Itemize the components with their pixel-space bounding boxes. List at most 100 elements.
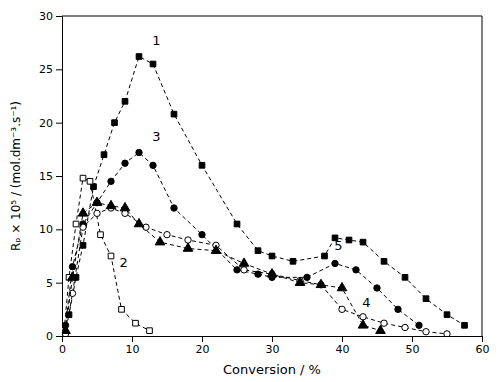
tick: 30 <box>266 336 280 356</box>
point <box>98 232 104 238</box>
point <box>322 253 328 259</box>
series-line <box>64 57 464 331</box>
tick: 0 <box>46 330 62 343</box>
tick-label: 0 <box>59 343 66 356</box>
point <box>94 210 100 216</box>
tick: 30 <box>39 10 62 23</box>
point <box>101 152 107 158</box>
tick-mark <box>56 336 62 337</box>
point <box>332 260 338 266</box>
point <box>360 239 366 245</box>
tick-label: 50 <box>406 343 420 356</box>
point <box>108 253 114 259</box>
annotations: 1 2 3 4 5 <box>119 33 370 309</box>
point <box>150 61 156 67</box>
series-line <box>66 203 381 331</box>
point <box>241 267 247 273</box>
tick-label: 25 <box>39 63 53 76</box>
point <box>358 320 368 328</box>
point <box>423 296 429 302</box>
point <box>108 178 114 184</box>
point <box>316 279 326 287</box>
point <box>234 267 240 273</box>
tick-mark <box>56 69 62 70</box>
point <box>106 200 116 208</box>
point <box>295 277 305 285</box>
annotation: 4 <box>362 295 370 310</box>
point <box>395 306 401 312</box>
point <box>211 245 221 253</box>
point <box>255 248 261 254</box>
point <box>199 163 205 169</box>
tick-label: 10 <box>126 343 140 356</box>
point <box>133 320 139 326</box>
tick-mark <box>56 229 62 230</box>
point <box>136 149 142 155</box>
tick: 20 <box>39 117 62 130</box>
annotation: 2 <box>119 255 127 270</box>
tick-mark <box>56 283 62 284</box>
tick-mark <box>342 336 343 342</box>
point <box>134 218 144 226</box>
series-line <box>64 178 149 331</box>
point <box>183 243 193 251</box>
point <box>267 269 277 277</box>
point <box>290 259 296 265</box>
tick-label: 30 <box>266 343 280 356</box>
x-axis-title: Conversion / % <box>223 362 321 377</box>
annotation: 5 <box>334 238 342 253</box>
point <box>136 54 142 60</box>
tick-label: 15 <box>39 170 53 183</box>
tick-label: 30 <box>39 10 53 23</box>
marks <box>62 54 467 336</box>
point <box>416 322 422 328</box>
point <box>122 99 128 105</box>
point <box>122 160 128 166</box>
point <box>444 312 450 318</box>
point <box>239 258 249 266</box>
tick: 20 <box>196 336 210 356</box>
point <box>444 331 450 336</box>
point <box>87 179 93 185</box>
tick: 0 <box>59 336 66 356</box>
point <box>73 221 79 227</box>
frame-line <box>482 16 483 336</box>
point <box>269 253 275 259</box>
point <box>155 237 165 245</box>
tick-mark <box>202 336 203 342</box>
plot-area: 010203040506005101520253012345 <box>39 10 490 356</box>
point <box>381 259 387 265</box>
tick: 60 <box>476 336 490 356</box>
tick-label: 60 <box>476 343 490 356</box>
y-axis-title: Rₚ × 10⁵ / (mol.dm⁻³.s⁻¹) <box>9 101 23 251</box>
annotation: 1 <box>152 33 160 48</box>
axis-line <box>56 17 63 337</box>
point <box>171 111 177 117</box>
point <box>171 205 177 211</box>
point <box>78 208 88 216</box>
tick-mark <box>56 176 62 177</box>
point <box>112 120 118 126</box>
point <box>119 307 125 313</box>
tick-mark <box>56 16 62 17</box>
y-axis: 051015202530 <box>39 10 63 343</box>
tick-label: 40 <box>336 343 350 356</box>
annotation: 3 <box>152 129 160 144</box>
point <box>120 202 130 210</box>
point <box>150 162 156 168</box>
point <box>68 272 78 280</box>
x-axis: 0 10 20 30 40 50 60 <box>59 336 490 356</box>
point <box>402 324 408 330</box>
tick: 10 <box>126 336 140 356</box>
point <box>164 231 170 237</box>
point <box>92 197 102 205</box>
tick: 25 <box>39 63 62 76</box>
point <box>234 221 240 227</box>
point <box>346 237 352 243</box>
point <box>402 275 408 281</box>
frame-line <box>62 16 482 17</box>
point <box>199 231 205 237</box>
tick: 40 <box>336 336 350 356</box>
series-line <box>66 153 420 326</box>
point <box>62 325 70 333</box>
